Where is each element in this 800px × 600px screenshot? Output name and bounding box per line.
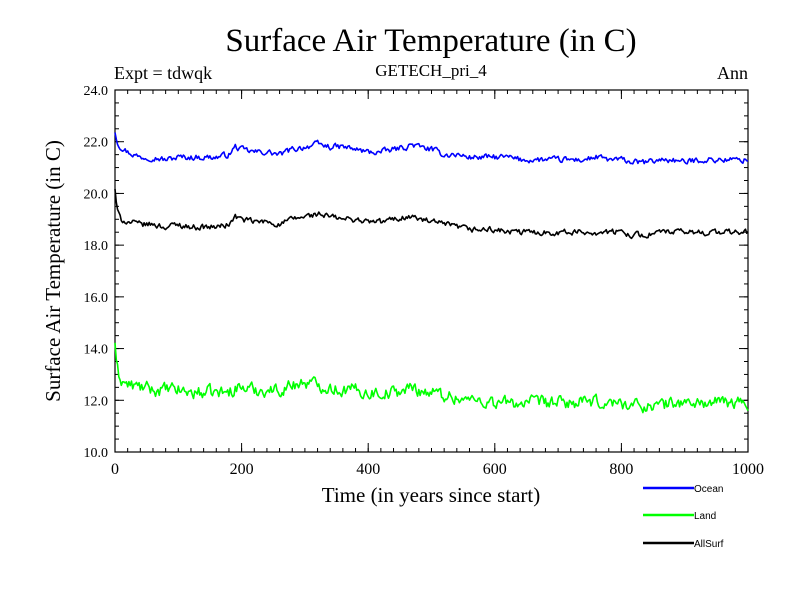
chart-title: Surface Air Temperature (in C)	[225, 23, 636, 59]
y-tick-label: 18.0	[84, 239, 109, 254]
series-layer	[114, 132, 749, 414]
legend-label-ocean: Ocean	[694, 484, 723, 495]
legend-label-land: Land	[694, 511, 716, 522]
x-tick-label: 800	[609, 461, 633, 478]
x-tick-label: 600	[483, 461, 507, 478]
experiment-label: Expt = tdwqk	[114, 63, 212, 83]
series-line-land	[114, 342, 749, 414]
series-line-allsurf	[114, 188, 749, 240]
x-axis-label: Time (in years since start)	[322, 483, 541, 507]
x-tick-label: 1000	[732, 461, 764, 478]
season-label: Ann	[717, 63, 748, 83]
y-tick-label: 16.0	[84, 291, 109, 306]
chart-subtitle: GETECH_pri_4	[375, 61, 487, 80]
x-tick-label: 200	[230, 461, 254, 478]
minor-ticks	[114, 89, 749, 453]
y-axis-label: Surface Air Temperature (in C)	[41, 140, 65, 402]
x-tick-label: 400	[356, 461, 380, 478]
y-tick-label: 12.0	[84, 394, 109, 409]
series-line-ocean	[114, 132, 749, 165]
y-axis: 10.0 12.0 14.0 16.0 18.0 20.0 22.0 24.0	[84, 84, 748, 461]
y-tick-label: 24.0	[84, 84, 109, 99]
plot-frame	[114, 89, 749, 453]
legend: Ocean Land AllSurf	[643, 484, 724, 550]
x-axis: 0 200 400 600 800 1000	[111, 90, 764, 478]
y-tick-label: 22.0	[84, 136, 109, 151]
y-tick-label: 10.0	[84, 446, 109, 461]
y-tick-label: 20.0	[84, 187, 109, 202]
legend-label-allsurf: AllSurf	[694, 539, 724, 550]
x-tick-label: 0	[111, 461, 119, 478]
y-tick-label: 14.0	[84, 343, 109, 358]
